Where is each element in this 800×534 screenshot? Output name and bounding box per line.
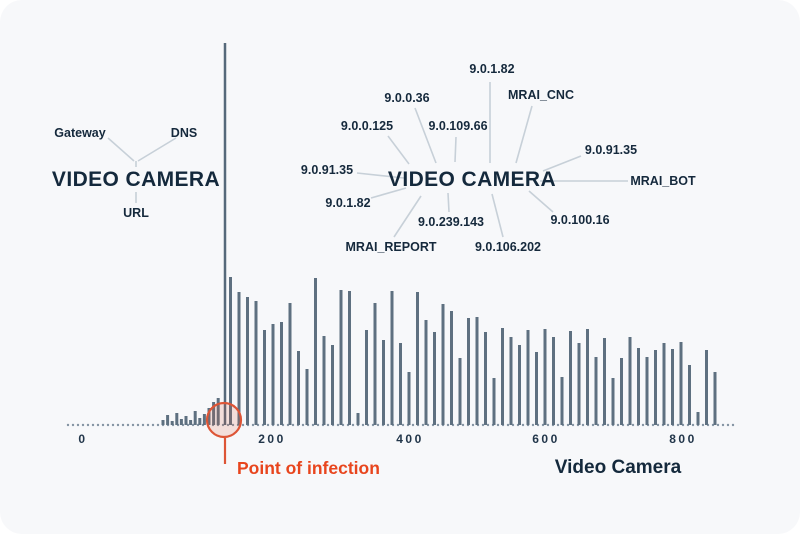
post-infection-node-label: MRAI_CNC <box>508 88 574 102</box>
x-tick-label: 600 <box>532 432 560 446</box>
post-infection-node-title: VIDEO CAMERA <box>387 168 557 191</box>
post-infection-node-label: 9.0.1.82 <box>469 62 515 76</box>
post-infection-node-label: 9.0.100.16 <box>550 213 610 227</box>
post-infection-node-label: 9.0.0.36 <box>384 91 430 105</box>
post-infection-node-label: MRAI_BOT <box>630 174 696 188</box>
post-infection-node-label: 9.0.91.35 <box>584 143 638 157</box>
x-tick-label: 400 <box>396 432 424 446</box>
point-of-infection-label: Point of infection <box>237 458 380 478</box>
post-infection-node-label: 9.0.91.35 <box>300 163 354 177</box>
post-infection-node-label: 9.0.109.66 <box>428 119 488 133</box>
post-infection-node-label: 9.0.106.202 <box>474 240 542 254</box>
pre-infection-node-label: URL <box>123 206 149 220</box>
post-infection-node-label: 9.0.1.82 <box>325 196 371 210</box>
pre-infection-node-label: Gateway <box>54 126 106 140</box>
post-infection-node-label: 9.0.0.125 <box>340 119 394 133</box>
pre-infection-node-label: DNS <box>170 126 198 140</box>
x-tick-label: 800 <box>669 432 697 446</box>
x-tick-label: 0 <box>78 432 88 446</box>
post-infection-node-label: 9.0.239.143 <box>417 215 485 229</box>
x-tick-label: 200 <box>258 432 286 446</box>
chart-caption: Video Camera <box>554 457 682 478</box>
pre-infection-node-title: VIDEO CAMERA <box>51 168 221 191</box>
post-infection-node-label: MRAI_REPORT <box>345 240 437 254</box>
